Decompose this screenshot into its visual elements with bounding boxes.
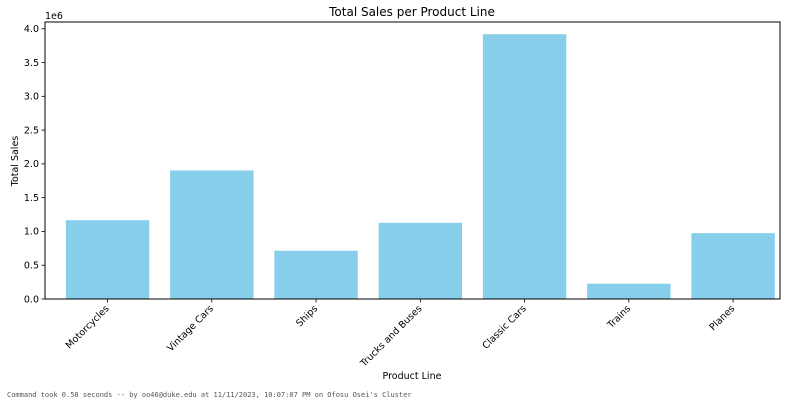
x-axis-label: Product Line [383,371,442,382]
y-tick-label: 1.0 [24,227,39,238]
y-ticks-group: 0.0 0.5 1.0 1.5 2.0 2.5 3.0 3.5 4.0 [24,24,45,305]
command-status-footer: Command took 0.58 seconds -- by oo46@duk… [7,391,412,399]
bar [170,170,254,299]
chart-title: Total Sales per Product Line [328,5,495,19]
y-offset-label: 1e6 [45,11,63,22]
plot-frame [44,21,781,300]
bar [691,233,775,299]
y-tick-label: 4.0 [24,24,39,35]
bars-group [65,34,775,299]
bar [378,222,463,299]
x-tick-label: Ships [294,303,320,329]
y-tick-label: 1.5 [24,193,39,204]
y-tick-label: 3.0 [24,92,39,103]
y-tick-label: 0.5 [24,261,39,272]
x-tick-label: Motorcycles [64,303,112,351]
x-tick-label: Trains [605,303,633,331]
x-tick-label: Trucks and Buses [358,303,425,370]
y-tick-label: 2.5 [24,125,39,136]
bar [274,250,358,299]
y-tick-label: 3.5 [24,58,39,69]
y-tick-label: 0.0 [24,294,39,305]
x-tick-label: Classic Cars [480,303,528,351]
x-tick-label: Planes [707,303,737,333]
bar [587,283,671,299]
x-ticks-group: Motorcycles Vintage Cars Ships Trucks and B… [64,299,737,370]
x-tick-label: Vintage Cars [165,303,216,354]
bar [65,220,150,299]
y-tick-label: 2.0 [24,159,39,170]
y-axis-label: Total Sales [10,136,21,188]
bar [482,34,567,299]
